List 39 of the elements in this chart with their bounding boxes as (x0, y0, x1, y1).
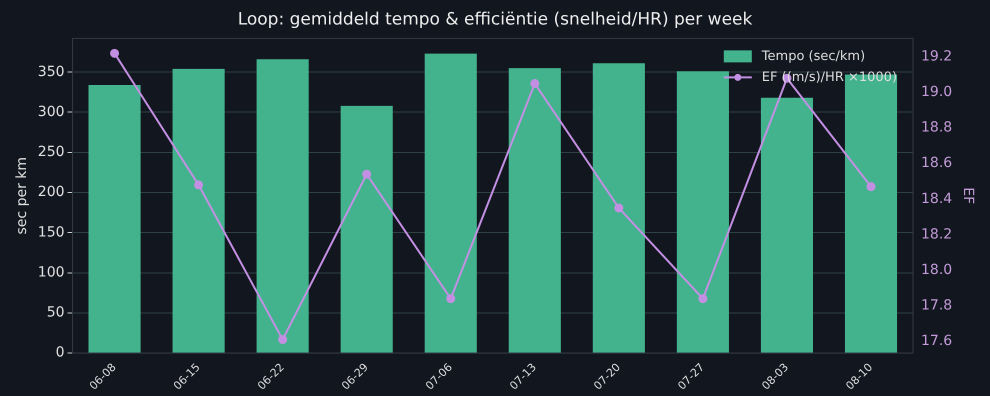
legend-label: Tempo (sec/km) (760, 48, 866, 64)
point (446, 294, 456, 304)
bar (172, 68, 225, 353)
y-tick-label: 0 (56, 344, 65, 361)
y-tick-label: 100 (38, 264, 65, 280)
y2-tick-label: 18.4 (921, 190, 952, 207)
bar (676, 71, 729, 353)
bar (760, 98, 814, 353)
point (866, 182, 876, 192)
point (362, 170, 372, 179)
bar (340, 106, 393, 353)
y-axis-title: sec per km (14, 156, 30, 234)
y-tick-label: 300 (38, 104, 65, 120)
y2-tick-label: 18.6 (921, 155, 952, 172)
bar (88, 84, 141, 353)
point (110, 48, 120, 58)
y-tick-label: 150 (38, 224, 65, 240)
y-tick-label: 250 (38, 144, 65, 160)
bar (256, 59, 309, 353)
bar (592, 63, 645, 353)
chart-title: Loop: gemiddeld tempo & efficiëntie (snelheid/HR) per week (238, 10, 752, 30)
point (278, 335, 288, 344)
y-tick-label: 200 (38, 184, 65, 200)
point (614, 204, 624, 212)
y2-axis-title: EF (960, 187, 976, 204)
y2-tick-label: 19.2 (921, 48, 952, 65)
bar (424, 54, 477, 353)
y2-tick-label: 17.8 (921, 297, 952, 314)
bar (508, 68, 561, 353)
y-tick-label: 350 (38, 64, 65, 80)
y2-tick-label: 18.2 (921, 226, 952, 242)
y2-tick-label: 18.0 (921, 262, 952, 278)
y2-tick-label: 17.6 (921, 332, 952, 349)
point (194, 180, 204, 190)
point (698, 294, 708, 304)
y2-tick-label: 18.8 (921, 120, 952, 136)
y2-tick-label: 19.0 (921, 84, 952, 100)
point (530, 79, 540, 88)
y-tick-label: 50 (46, 304, 65, 321)
